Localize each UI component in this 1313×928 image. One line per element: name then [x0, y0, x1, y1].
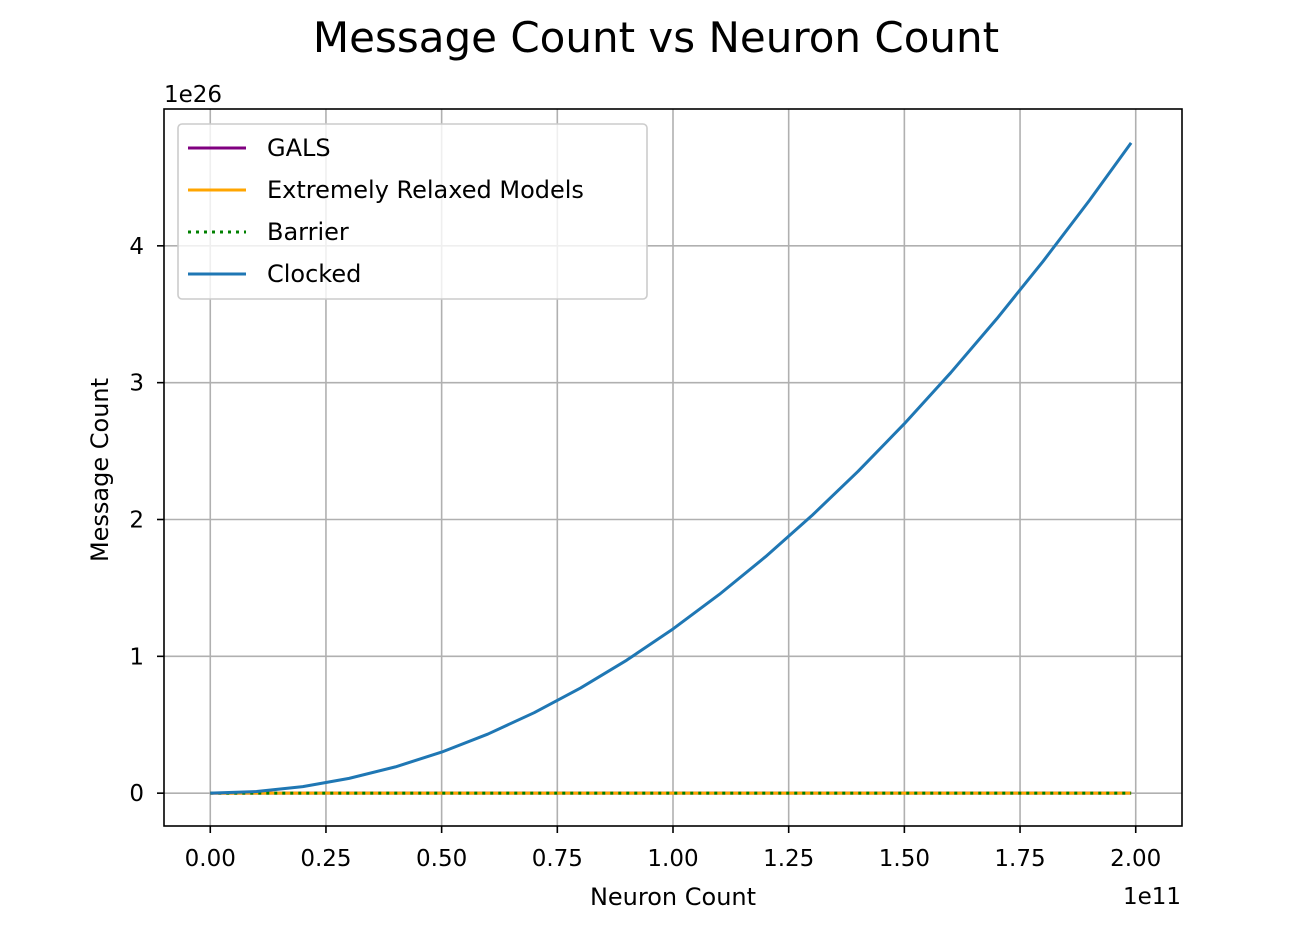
legend-label-extremely-relaxed-models: Extremely Relaxed Models — [267, 176, 584, 204]
y-axis-label: Message Count — [86, 378, 114, 562]
y-tick-label: 2 — [129, 507, 144, 533]
x-tick-label: 0.25 — [300, 846, 351, 872]
y-tick-label: 4 — [129, 234, 144, 260]
y-tick-label: 3 — [129, 371, 144, 397]
legend-box — [177, 123, 648, 300]
x-tick-label: 2.00 — [1110, 846, 1161, 872]
x-axis-ticks: 0.00 0.25 0.50 0.75 1.00 1.25 1.50 1.75 2.00 — [185, 826, 1161, 872]
series-lines — [210, 142, 1133, 795]
legend: GALS Extremely Relaxed Models Barrier Clock… — [177, 123, 648, 300]
x-tick-label: 1.50 — [879, 846, 930, 872]
x-offset-text: 1e11 — [1123, 884, 1181, 910]
y-offset-text: 1e26 — [164, 82, 222, 108]
x-tick-label: 0.50 — [416, 846, 467, 872]
x-tick-label: 1.25 — [763, 846, 814, 872]
y-tick-label: 0 — [129, 781, 144, 807]
legend-label-gals: GALS — [267, 134, 331, 162]
y-tick-label: 1 — [129, 644, 144, 670]
x-tick-label: 1.00 — [647, 846, 698, 872]
x-tick-label: 0.75 — [532, 846, 583, 872]
x-tick-label: 0.00 — [185, 846, 236, 872]
legend-label-clocked: Clocked — [267, 260, 361, 288]
chart-title: Message Count vs Neuron Count — [313, 13, 999, 62]
series-line-clocked — [210, 142, 1133, 795]
legend-label-barrier: Barrier — [267, 218, 349, 246]
x-tick-label: 1.75 — [994, 846, 1045, 872]
y-axis-ticks: 0 1 2 3 4 — [129, 234, 164, 807]
x-axis-label: Neuron Count — [590, 883, 756, 911]
